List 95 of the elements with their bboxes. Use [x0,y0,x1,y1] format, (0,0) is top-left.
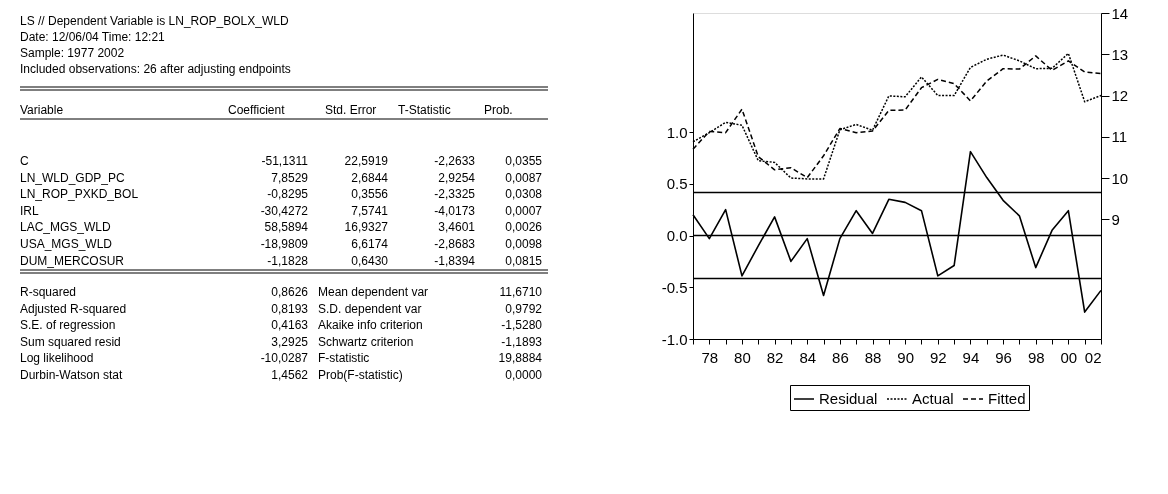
x-tick-label: 84 [799,348,817,366]
y-tick-label: -0.5 [661,278,688,296]
y2-tick-label: 12 [1111,87,1129,105]
text: 22,5919 [344,154,389,168]
text: USA_MGS_WLD [20,237,113,251]
legend-label: Residual [819,390,878,407]
text: 0,8193 [271,301,309,316]
text: LN_WLD_GDP_PC [20,170,126,185]
y-tick-label: 0.5 [666,175,688,193]
text: LN_ROP_PXKD_BOL [20,187,139,202]
text: 58,5894 [264,220,309,235]
text: Mean dependent var [318,285,429,299]
text: 0,0007 [505,203,543,218]
x-tick-label: 90 [897,348,914,366]
x-tick-label: 92 [929,348,947,366]
text: F-statistic [318,351,370,366]
text: -1,8394 [434,253,476,268]
text: -1,5280 [501,318,543,333]
text: Prob(F-statistic) [318,368,403,382]
text: 0,0098 [505,237,543,251]
text: LAC_MGS_WLD [20,220,112,235]
x-tick-label: 00 [1060,348,1078,366]
x-tick-label: 88 [864,348,882,366]
text: 0,0026 [505,220,543,235]
text: 0,4163 [271,318,309,333]
text: 16,9327 [344,220,389,235]
x-tick-label: 80 [734,348,751,366]
text: Adjusted R-squared [20,301,127,316]
x-tick-label: 96 [995,348,1012,366]
y2-tick-label: 13 [1111,45,1129,63]
text: LS // Dependent Variable is LN_ROP_BOLX_WLD [20,14,289,28]
text: 0,8626 [271,285,309,299]
text: C [20,154,29,168]
y2-tick-label: 10 [1111,169,1129,187]
x-tick-label: 86 [832,348,849,366]
text: Coefficient [228,103,286,117]
x-tick-label: 98 [1027,348,1045,366]
text: DUM_MERCOSUR [20,253,125,268]
text: 3,2925 [271,334,309,349]
text: T-Statistic [398,103,451,117]
y2-tick-label: 11 [1111,128,1128,146]
text: Prob. [484,103,513,117]
text: 19,8884 [498,351,543,366]
text: 2,9254 [438,170,476,185]
text: Log likelihood [20,351,94,366]
text: 1,4562 [271,368,309,382]
text: IRL [20,203,39,218]
text: Std. Error [325,103,377,117]
text: S.D. dependent var [318,301,422,316]
x-tick-label: 78 [701,348,719,366]
y2-tick-label: 14 [1111,4,1129,22]
text: Sum squared resid [20,334,121,349]
text: 0,0000 [505,368,543,382]
x-tick-label: 82 [766,348,784,366]
text: Date: 12/06/04 Time: 12:21 [20,30,166,44]
text: -4,0173 [434,203,476,218]
text: S.E. of regression [20,318,116,333]
legend-label: Fitted [988,390,1026,407]
text: Variable [20,103,64,117]
text: 6,6174 [351,237,389,251]
text: 3,4601 [438,220,476,235]
text: -2,2633 [434,154,476,168]
text: 7,8529 [271,170,309,185]
text: 0,0308 [505,187,543,202]
x-tick-label: 94 [962,348,980,366]
y2-tick-label: 9 [1111,210,1120,228]
text: Included observations: 26 after adjusting endpoints [20,62,291,76]
text: -10,0287 [260,351,309,366]
text: -1,1893 [501,334,543,349]
y-tick-label: -1.0 [661,330,688,348]
text: 0,6430 [351,253,389,268]
text: R-squared [20,285,77,299]
x-tick-label: 02 [1084,348,1102,366]
text: 0,3556 [351,187,389,202]
y-tick-label: 0.0 [666,227,688,245]
text: -2,3325 [434,187,476,202]
text: 0,0815 [505,253,543,268]
text: 0,0087 [505,170,543,185]
text: -18,9809 [260,237,309,251]
text: -0,8295 [267,187,309,202]
text: Durbin-Watson stat [20,368,123,382]
y-tick-label: 1.0 [666,123,688,141]
text: Sample: 1977 2002 [20,46,125,60]
text: 0,9792 [505,301,543,316]
text: 2,6844 [351,170,389,185]
legend-label: Actual [912,390,954,407]
text: -1,1828 [267,253,309,268]
text: 7,5741 [351,203,389,218]
text: 0,0355 [505,154,543,168]
text: Schwartz criterion [318,334,414,349]
text: 11,6710 [499,285,543,299]
text: -2,8683 [434,237,476,251]
text: -30,4272 [260,203,309,218]
text: -51,1311 [261,154,309,168]
text: Akaike info criterion [318,318,423,333]
